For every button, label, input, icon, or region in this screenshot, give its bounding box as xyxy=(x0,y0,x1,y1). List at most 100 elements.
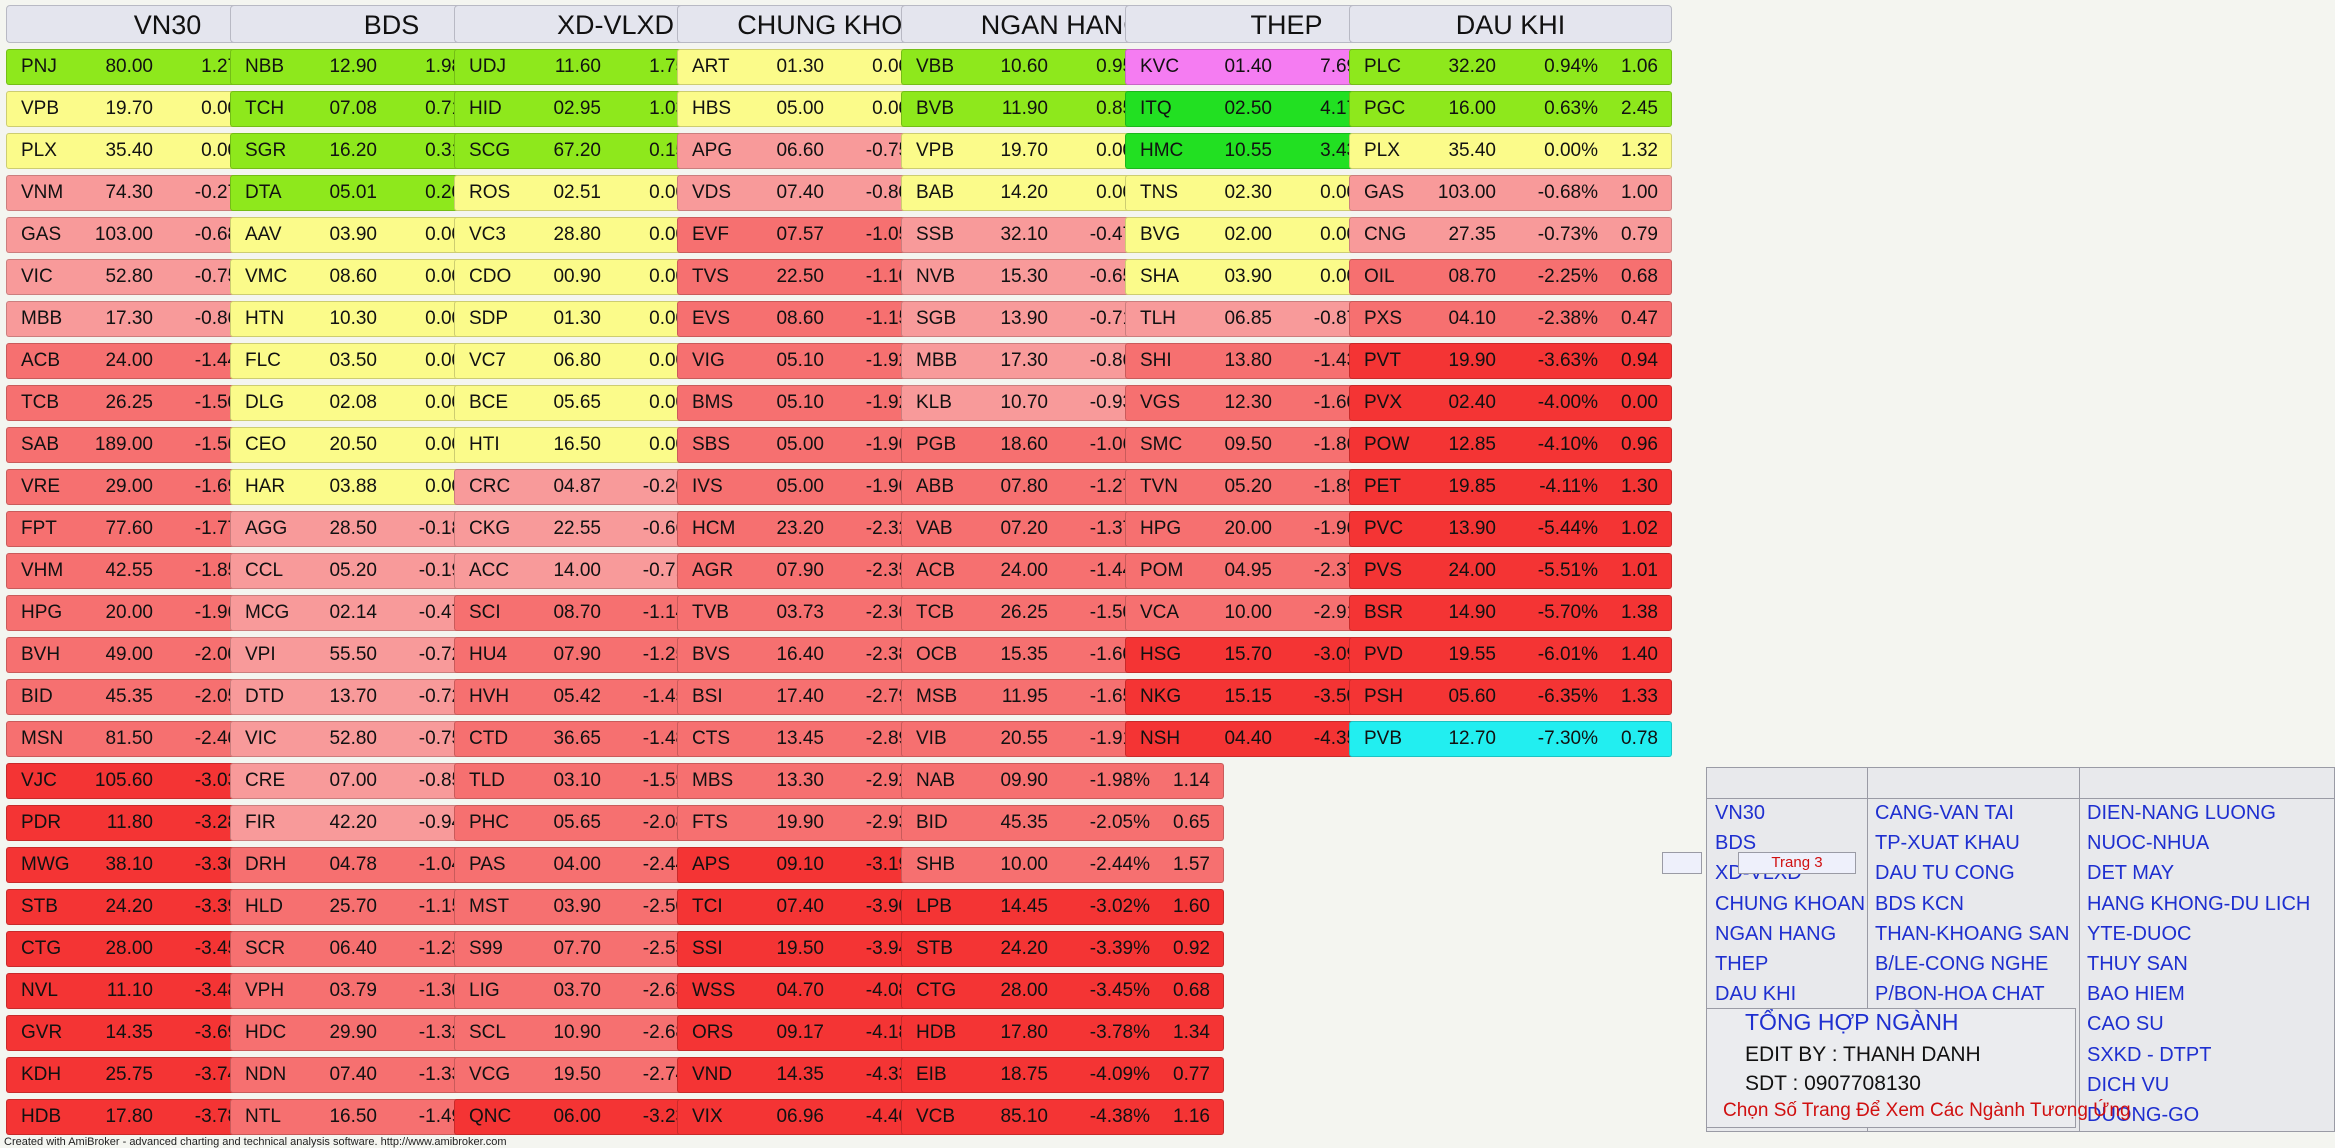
stock-symbol: MSN xyxy=(21,728,64,749)
stock-symbol: SDP xyxy=(469,308,509,329)
stock-row[interactable]: PSH 05.60 -6.35% 1.33 xyxy=(1349,679,1672,715)
stock-row[interactable]: BSR 14.90 -5.70% 1.38 xyxy=(1349,595,1672,631)
stock-row[interactable]: PVD 19.55 -6.01% 1.40 xyxy=(1349,637,1672,673)
sector-link[interactable]: DAU KHI xyxy=(1715,983,1797,1006)
stock-symbol: SHI xyxy=(1140,350,1172,371)
sector-link[interactable]: P/BON-HOA CHAT xyxy=(1875,983,2045,1006)
stock-symbol: SMC xyxy=(1140,434,1183,455)
sector-link[interactable]: DUONG-GO xyxy=(2087,1104,2200,1126)
stock-price: 04.95 xyxy=(1224,560,1272,581)
stock-change-pct: -4.00% xyxy=(1537,392,1598,413)
stock-row[interactable]: PLC 32.20 0.94% 1.06 xyxy=(1349,49,1672,85)
sector-link[interactable]: DIEN-NANG LUONG xyxy=(2087,802,2276,824)
sector-link[interactable]: BDS KCN xyxy=(1875,892,1964,915)
sector-link[interactable]: BDS xyxy=(1715,832,1757,855)
stock-symbol: NAB xyxy=(916,770,956,791)
stock-row[interactable]: STB 24.20 -3.39% 0.92 xyxy=(901,931,1224,967)
stock-row[interactable]: OIL 08.70 -2.25% 0.68 xyxy=(1349,259,1672,295)
sector-link[interactable]: VN30 xyxy=(1715,802,1766,824)
page-selector-input[interactable] xyxy=(1662,852,1702,874)
sector-link[interactable]: THUY SAN xyxy=(2087,953,2188,975)
sector-link[interactable]: NUOC-NHUA xyxy=(2087,832,2210,855)
sector-link[interactable]: CHUNG KHOAN xyxy=(1715,892,1866,915)
stock-row[interactable]: CNG 27.35 -0.73% 0.79 xyxy=(1349,217,1672,253)
stock-price: 11.80 xyxy=(106,812,153,833)
sector-link[interactable]: THAN-KHOANG SAN xyxy=(1875,922,2070,945)
stock-symbol: OCB xyxy=(916,644,958,665)
stock-price: 24.00 xyxy=(1448,560,1496,581)
stock-change-pct: -5.70% xyxy=(1537,602,1598,623)
stock-row[interactable]: NAB 09.90 -1.98% 1.14 xyxy=(901,763,1224,799)
stock-symbol: FPT xyxy=(21,518,57,539)
stock-price: 103.00 xyxy=(94,224,153,245)
sector-link[interactable]: BAO HIEM xyxy=(2087,983,2185,1006)
stock-symbol: QNC xyxy=(469,1106,512,1127)
sector-link[interactable]: YTE-DUOC xyxy=(2087,922,2192,945)
stock-symbol: NKG xyxy=(1140,686,1182,707)
stock-price: 08.60 xyxy=(776,308,824,329)
stock-price: 11.60 xyxy=(554,56,601,77)
stock-row[interactable]: LPB 14.45 -3.02% 1.60 xyxy=(901,889,1224,925)
sector-link[interactable]: DICH VU xyxy=(2087,1073,2170,1096)
stock-price: 03.90 xyxy=(553,896,601,917)
stock-row[interactable]: PET 19.85 -4.11% 1.30 xyxy=(1349,469,1672,505)
stock-symbol: IVS xyxy=(692,476,723,497)
stock-price: 24.20 xyxy=(105,896,153,917)
stock-row[interactable]: PVB 12.70 -7.30% 0.78 xyxy=(1349,721,1672,757)
stock-price: 09.17 xyxy=(776,1022,824,1043)
sector-link[interactable]: THEP xyxy=(1715,953,1769,975)
sector-link[interactable]: CANG-VAN TAI xyxy=(1875,802,2014,824)
stock-symbol: VIX xyxy=(692,1106,723,1127)
stock-symbol: NTL xyxy=(245,1106,281,1127)
stock-symbol: ACB xyxy=(916,560,956,581)
sector-link[interactable]: DET MAY xyxy=(2087,862,2175,885)
stock-price: 05.65 xyxy=(553,812,601,833)
stock-symbol: LPB xyxy=(916,896,952,917)
stock-row[interactable]: PVC 13.90 -5.44% 1.02 xyxy=(1349,511,1672,547)
stock-price: 17.30 xyxy=(105,308,153,329)
stock-symbol: KDH xyxy=(21,1064,62,1085)
stock-row[interactable]: PXS 04.10 -2.38% 0.47 xyxy=(1349,301,1672,337)
stock-symbol: TCH xyxy=(245,98,285,119)
stock-row[interactable]: PGC 16.00 0.63% 2.45 xyxy=(1349,91,1672,127)
stock-row[interactable]: PLX 35.40 0.00% 1.32 xyxy=(1349,133,1672,169)
panel-column-1 xyxy=(1707,768,1868,1131)
stock-row[interactable]: PVS 24.00 -5.51% 1.01 xyxy=(1349,553,1672,589)
stock-price: 05.42 xyxy=(553,686,601,707)
stock-row[interactable]: SHB 10.00 -2.44% 1.57 xyxy=(901,847,1224,883)
stock-price: 24.00 xyxy=(105,350,153,371)
stock-symbol: HMC xyxy=(1140,140,1184,161)
sector-link[interactable]: DAU TU CONG xyxy=(1875,862,2015,885)
stock-price: 02.00 xyxy=(1224,224,1272,245)
sector-header[interactable]: DAU KHI xyxy=(1349,5,1672,43)
sector-link[interactable]: TP-XUAT KHAU xyxy=(1875,832,2020,855)
stock-row[interactable]: CTG 28.00 -3.45% 0.68 xyxy=(901,973,1224,1009)
sector-link[interactable]: CAO SU xyxy=(2087,1013,2164,1036)
stock-change-pct: -3.78% xyxy=(1089,1022,1150,1043)
stock-row[interactable]: POW 12.85 -4.10% 0.96 xyxy=(1349,427,1672,463)
stock-row[interactable]: PVX 02.40 -4.00% 0.00 xyxy=(1349,385,1672,421)
stock-volume-ratio: 1.40 xyxy=(1621,644,1658,665)
stock-symbol: VND xyxy=(692,1064,733,1085)
sector-link[interactable]: HANG KHONG-DU LICH xyxy=(2087,892,2311,915)
stock-symbol: PNJ xyxy=(21,56,57,77)
sector-link[interactable]: NGAN HANG xyxy=(1715,922,1837,945)
stock-volume-ratio: 1.01 xyxy=(1621,560,1658,581)
stock-symbol: SCL xyxy=(469,1022,506,1043)
stock-row[interactable]: VCB 85.10 -4.38% 1.16 xyxy=(901,1099,1224,1135)
stock-row[interactable]: EIB 18.75 -4.09% 0.77 xyxy=(901,1057,1224,1093)
stock-change-pct: -5.51% xyxy=(1537,560,1598,581)
stock-symbol: APS xyxy=(692,854,731,875)
sector-link[interactable]: SXKD - DTPT xyxy=(2087,1043,2212,1066)
stock-volume-ratio: 1.06 xyxy=(1621,56,1658,77)
stock-row[interactable]: HDB 17.80 -3.78% 1.34 xyxy=(901,1015,1224,1051)
stock-symbol: BID xyxy=(21,686,53,707)
sector-link[interactable]: B/LE-CONG NGHE xyxy=(1875,953,2049,975)
page-tab-label[interactable]: Trang 3 xyxy=(1738,852,1856,874)
stock-row[interactable]: PVT 19.90 -3.63% 0.94 xyxy=(1349,343,1672,379)
stock-row[interactable]: BID 45.35 -2.05% 0.65 xyxy=(901,805,1224,841)
stock-symbol: HCM xyxy=(692,518,736,539)
stock-row[interactable]: GAS 103.00 -0.68% 1.00 xyxy=(1349,175,1672,211)
